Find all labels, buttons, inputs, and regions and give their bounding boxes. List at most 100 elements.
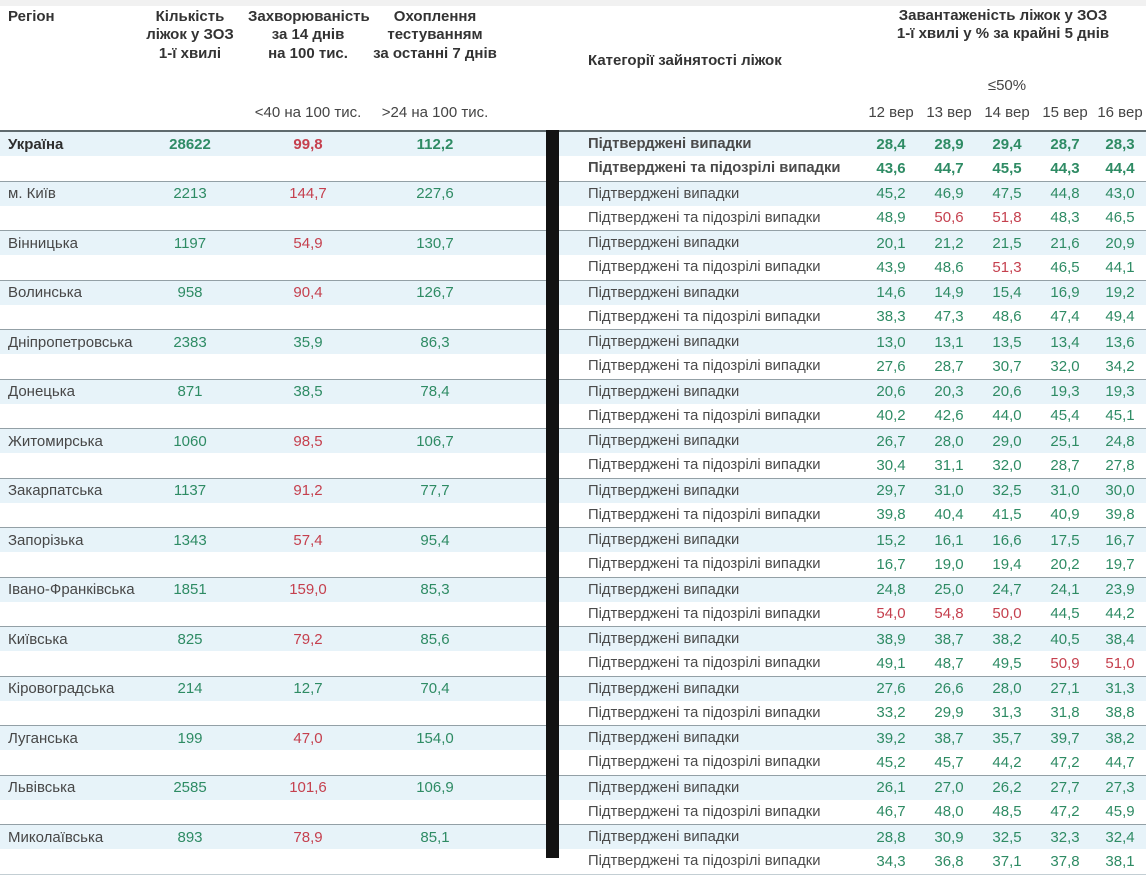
occupancy-value: 31,3	[1105, 680, 1135, 698]
occupancy-value: 13,5	[992, 333, 1022, 351]
category-label-confirmed: Підтверджені випадки	[588, 185, 740, 202]
testing-value: 227,6	[416, 185, 454, 203]
occupancy-value: 30,7	[992, 357, 1022, 375]
category-label-confirmed: Підтверджені випадки	[588, 334, 740, 351]
suspected-subrow: Підтверджені та підозрілі випадки 40,2 4…	[0, 404, 1146, 428]
vertical-divider-bar	[546, 130, 559, 858]
occupancy-value: 46,9	[934, 185, 964, 203]
confirmed-subrow: Волинська 958 90,4 126,7 Підтверджені ви…	[0, 280, 1146, 305]
occupancy-value: 36,8	[934, 852, 964, 870]
occupancy-value: 23,9	[1105, 581, 1135, 599]
incidence-value: 101,6	[289, 779, 327, 797]
table-row: Донецька 871 38,5 78,4 Підтверджені випа…	[0, 379, 1146, 429]
occupancy-value: 32,5	[992, 482, 1022, 500]
occupancy-value: 43,0	[1105, 185, 1135, 203]
occupancy-value: 31,3	[992, 704, 1022, 722]
testing-value: 154,0	[416, 729, 454, 747]
occupancy-value: 16,6	[992, 531, 1022, 549]
table-row: Кіровоградська 214 12,7 70,4 Підтверджен…	[0, 676, 1146, 726]
occupancy-value: 45,4	[1050, 407, 1080, 425]
incidence-value: 79,2	[293, 630, 323, 648]
category-label-confirmed: Підтверджені випадки	[588, 482, 740, 499]
incidence-value: 91,2	[293, 482, 323, 500]
occupancy-value: 32,3	[1050, 828, 1080, 846]
occupancy-value: 44,7	[1105, 753, 1135, 771]
incidence-threshold-label: <40 на 100 тис.	[254, 104, 362, 121]
incidence-value: 47,0	[293, 729, 323, 747]
occupancy-value: 34,3	[876, 852, 906, 870]
occupancy-value: 30,9	[934, 828, 964, 846]
occupancy-value: 28,7	[1050, 456, 1080, 474]
occupancy-value: 47,5	[992, 185, 1022, 203]
category-label-confirmed: Підтверджені випадки	[588, 383, 740, 400]
testing-value: 112,2	[416, 135, 454, 153]
occupancy-value: 38,2	[992, 630, 1022, 648]
occupancy-value: 27,8	[1105, 456, 1135, 474]
occupancy-value: 38,3	[876, 308, 906, 326]
category-label-confirmed: Підтверджені випадки	[588, 730, 740, 747]
occupancy-value: 28,0	[992, 680, 1022, 698]
category-label-suspected: Підтверджені та підозрілі випадки	[588, 407, 821, 424]
occupancy-value: 38,2	[1105, 729, 1135, 747]
date-column-header: 16 вер	[1097, 104, 1143, 121]
testing-value: 85,3	[420, 581, 450, 599]
testing-threshold-label: >24 на 100 тис.	[381, 104, 489, 121]
suspected-subrow: Підтверджені та підозрілі випадки 43,9 4…	[0, 255, 1146, 279]
occupancy-value: 28,8	[876, 828, 906, 846]
occupancy-value: 20,9	[1105, 234, 1135, 252]
confirmed-subrow: Житомирська 1060 98,5 106,7 Підтверджені…	[0, 429, 1146, 454]
occupancy-value: 29,4	[992, 135, 1022, 153]
suspected-subrow: Підтверджені та підозрілі випадки 48,9 5…	[0, 206, 1146, 230]
table-row: Івано-Франківська 1851 159,0 85,3 Підтве…	[0, 577, 1146, 627]
occupancy-value: 50,0	[992, 605, 1022, 623]
occupancy-value: 41,5	[992, 506, 1022, 524]
table-row: Дніпропетровська 2383 35,9 86,3 Підтверд…	[0, 330, 1146, 380]
occupancy-value: 38,9	[876, 630, 906, 648]
testing-value: 106,9	[416, 779, 454, 797]
category-label-suspected: Підтверджені та підозрілі випадки	[588, 754, 821, 771]
incidence-value: 57,4	[293, 531, 323, 549]
occupancy-value: 13,0	[876, 333, 906, 351]
suspected-subrow: Підтверджені та підозрілі випадки 38,3 4…	[0, 305, 1146, 329]
occupancy-value: 40,5	[1050, 630, 1080, 648]
occupancy-value: 35,7	[992, 729, 1022, 747]
confirmed-subrow: Київська 825 79,2 85,6 Підтверджені випа…	[0, 627, 1146, 652]
occupancy-value: 39,2	[876, 729, 906, 747]
occupancy-value: 54,0	[876, 605, 906, 623]
category-label-suspected: Підтверджені та підозрілі випадки	[588, 358, 821, 375]
category-label-confirmed: Підтверджені випадки	[588, 779, 740, 796]
occupancy-value: 27,6	[876, 680, 906, 698]
occupancy-value: 24,8	[1105, 432, 1135, 450]
occupancy-value: 21,6	[1050, 234, 1080, 252]
occupancy-value: 16,9	[1050, 284, 1080, 302]
table-row: Вінницька 1197 54,9 130,7 Підтверджені в…	[0, 231, 1146, 281]
date-column-header: 15 вер	[1042, 104, 1088, 121]
occupancy-value: 28,7	[1050, 135, 1080, 153]
occupancy-value: 32,4	[1105, 828, 1135, 846]
occupancy-value: 20,6	[876, 383, 906, 401]
occupancy-value: 48,9	[876, 209, 906, 227]
confirmed-subrow: Закарпатська 1137 91,2 77,7 Підтверджені…	[0, 478, 1146, 503]
occupancy-value: 15,4	[992, 284, 1022, 302]
confirmed-subrow: м. Київ 2213 144,7 227,6 Підтверджені ви…	[0, 181, 1146, 206]
occupancy-value: 16,7	[876, 555, 906, 573]
occupancy-value: 51,0	[1105, 654, 1135, 672]
category-label-suspected: Підтверджені та підозрілі випадки	[588, 259, 821, 276]
occupancy-value: 38,1	[1105, 852, 1135, 870]
testing-value: 106,7	[416, 432, 454, 450]
category-label-suspected: Підтверджені та підозрілі випадки	[588, 506, 821, 523]
region-name: Івано-Франківська	[8, 581, 135, 599]
confirmed-subrow: Львівська 2585 101,6 106,9 Підтверджені …	[0, 775, 1146, 800]
incidence-value: 98,5	[293, 432, 323, 450]
occupancy-value: 43,9	[876, 258, 906, 276]
occupancy-value: 26,2	[992, 779, 1022, 797]
occupancy-value: 47,4	[1050, 308, 1080, 326]
beds-column-header: Кількість ліжок у ЗОЗ 1-ї хвилі	[146, 8, 234, 62]
region-name: Волинська	[8, 284, 82, 302]
category-label-suspected: Підтверджені та підозрілі випадки	[588, 655, 821, 672]
incidence-value: 78,9	[293, 828, 323, 846]
occupancy-value: 49,1	[876, 654, 906, 672]
occupancy-value: 40,9	[1050, 506, 1080, 524]
occupancy-value: 29,9	[934, 704, 964, 722]
occupancy-value: 45,7	[934, 753, 964, 771]
